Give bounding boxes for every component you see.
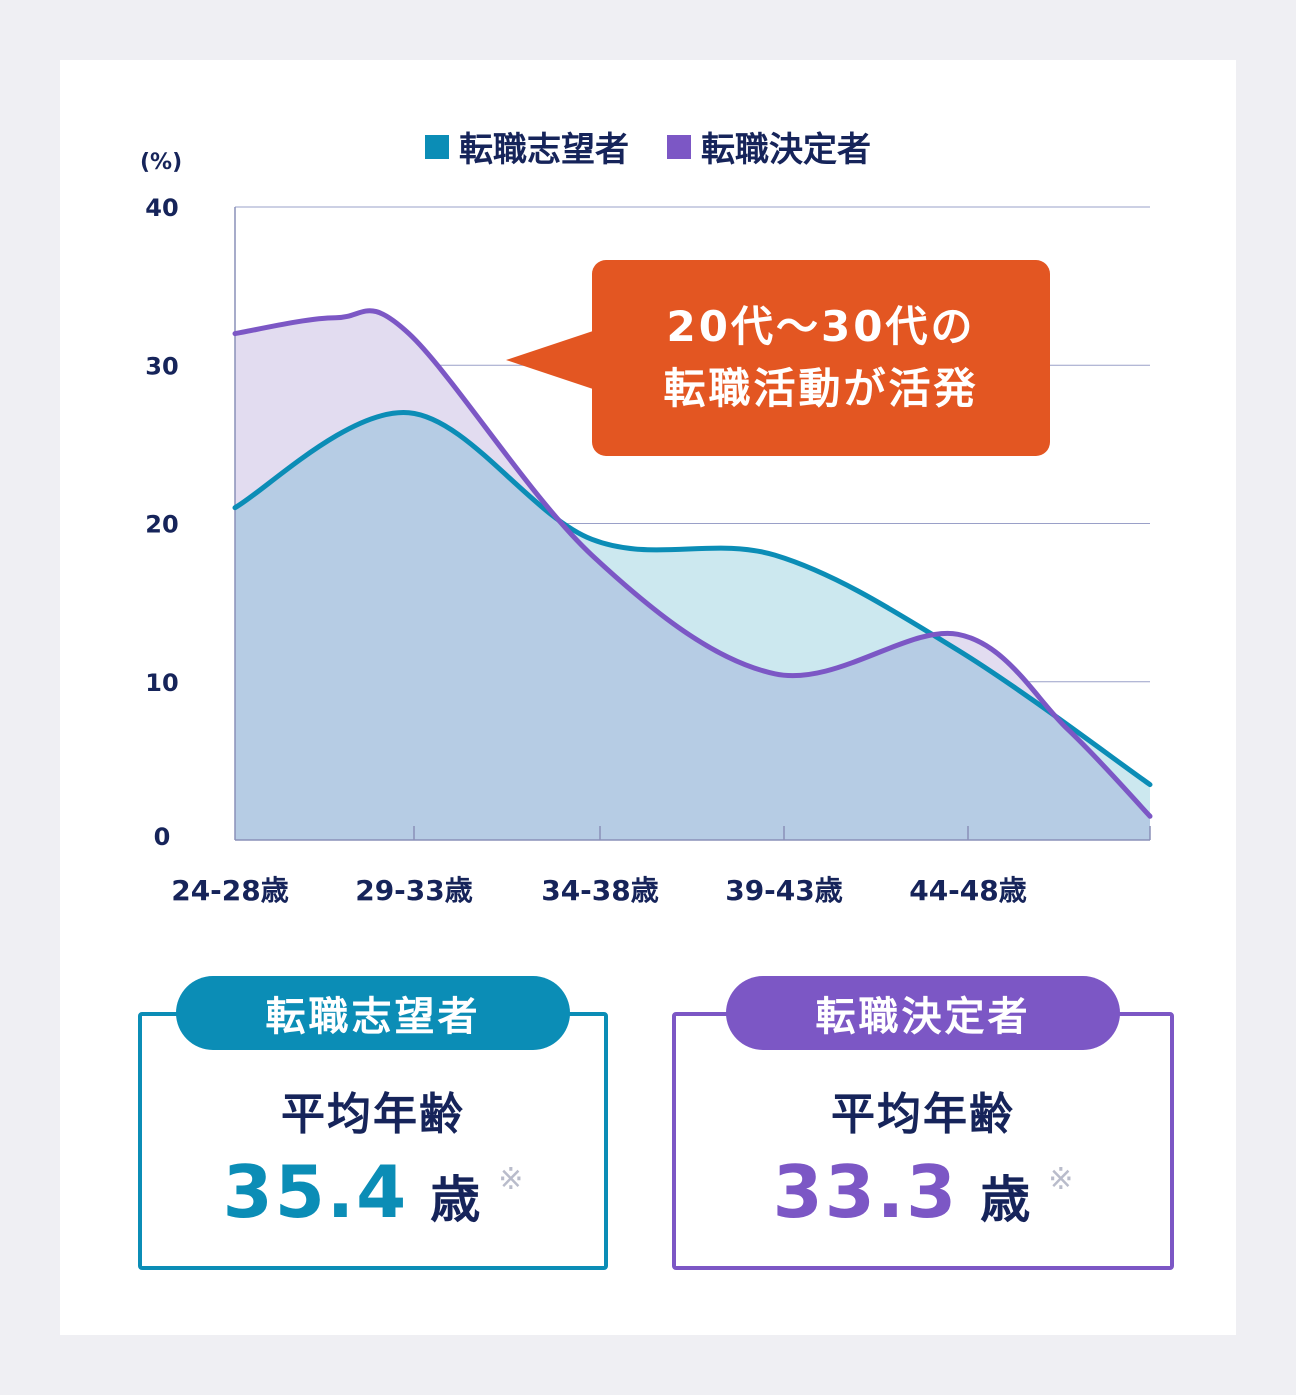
stat-value-applicants: 35.4: [222, 1150, 409, 1234]
y-tick-label-30: 30: [145, 352, 178, 380]
stat-pill-hired: 転職決定者: [726, 976, 1120, 1050]
stat-note-hired: ※: [1048, 1162, 1074, 1197]
legend-swatch-series-2: [667, 134, 691, 159]
legend-item-series-1: 転職志望者: [425, 122, 629, 171]
stat-value-hired: 33.3: [772, 1150, 959, 1234]
series-line-1: [232, 410, 1153, 788]
stat-title-applicants: 平均年齢: [281, 1089, 465, 1140]
legend-swatch-series-1: [425, 134, 449, 159]
stat-value-row-applicants: 35.4 歳 ※: [142, 1150, 604, 1234]
legend-item-series-2: 転職決定者: [667, 122, 871, 171]
legend: 転職志望者 転職決定者: [0, 122, 1296, 171]
x-tick-label-1: 29-33歳: [355, 874, 473, 907]
stat-box-hired: 転職決定者 平均年齢 33.3 歳 ※: [672, 976, 1174, 1270]
stat-note-applicants: ※: [498, 1162, 524, 1197]
y-axis-unit-label: (%): [140, 150, 183, 175]
x-tick-label-3: 39-43歳: [725, 874, 843, 907]
y-tick-label-10: 10: [145, 669, 178, 697]
stat-box-applicants: 転職志望者 平均年齢 35.4 歳 ※: [138, 976, 608, 1270]
annotation-callout: 20代〜30代の 転職活動が活発: [592, 260, 1050, 456]
y-tick-label-20: 20: [145, 511, 178, 539]
y-tick-label-40: 40: [145, 194, 178, 222]
series-line-2: [232, 308, 1153, 819]
stat-title-hired: 平均年齢: [831, 1089, 1015, 1140]
x-tick-label-0: 24-28歳: [171, 874, 289, 907]
annotation-line-2: 転職活動が活発: [663, 364, 979, 413]
stat-pill-applicants: 転職志望者: [176, 976, 570, 1050]
stat-unit-hired: 歳: [980, 1171, 1031, 1229]
stat-value-row-hired: 33.3 歳 ※: [676, 1150, 1170, 1234]
legend-label-series-2: 転職決定者: [701, 130, 871, 170]
x-tick-label-2: 34-38歳: [541, 874, 659, 907]
y-tick-label-0: 0: [154, 823, 171, 851]
area-chart: 0 10 20 30 40 24-28歳 29-33歳 34-38歳 39-43歳 44-48歳: [145, 194, 1153, 907]
legend-label-series-1: 転職志望者: [459, 130, 629, 170]
stat-unit-applicants: 歳: [430, 1171, 481, 1229]
callout-tail: [506, 330, 596, 390]
annotation-line-1: 20代〜30代の: [666, 302, 976, 351]
area-overlap-fill: [235, 412, 1150, 840]
x-tick-label-4: 44-48歳: [909, 874, 1027, 907]
